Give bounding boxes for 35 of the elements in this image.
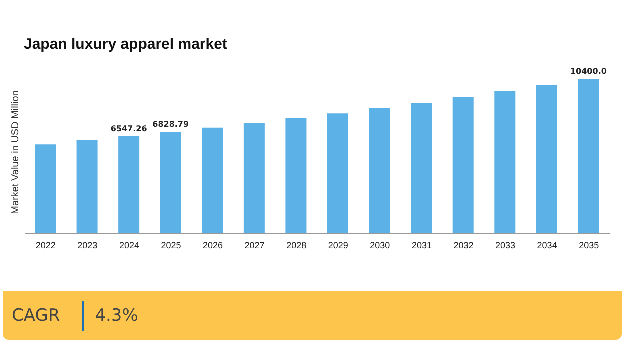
bar [328,114,348,234]
bar [494,92,516,234]
x-tick-label: 2023 [78,240,98,250]
x-tick-label: 2022 [36,240,56,250]
x-tick-label: 2027 [244,240,265,250]
x-tick-label: 2028 [286,240,307,250]
x-tick-label: 2026 [203,240,224,250]
data-label: 6828.79 [152,120,190,130]
bar [160,132,182,234]
bar [369,108,390,234]
bar [452,97,474,234]
x-tick-label: 2033 [496,240,516,250]
data-label: 10400.0 [570,67,608,76]
x-tick-label: 2024 [119,240,140,250]
x-tick-label: 2029 [328,240,348,250]
bar [286,118,307,234]
x-tick-label: 2032 [454,240,474,250]
x-tick-label: 2025 [161,240,182,250]
bar [202,128,224,234]
chart-title: Japan luxury apparel market [24,36,228,53]
x-tick-label: 2035 [579,240,600,250]
text: 4.3% [95,306,138,326]
bar [76,140,98,234]
text: CAGR [12,306,60,326]
y-axis-title: Market Value in USD Million [10,90,22,214]
x-tick-label: 2030 [370,240,390,250]
x-tick-label: 2031 [412,240,432,250]
bar [244,123,265,234]
bar [411,102,432,234]
bar [118,136,140,234]
data-label: 6547.26 [110,124,148,134]
bar [578,79,600,234]
bar [35,144,56,234]
bar [536,85,558,234]
x-tick-label: 2034 [537,240,558,250]
